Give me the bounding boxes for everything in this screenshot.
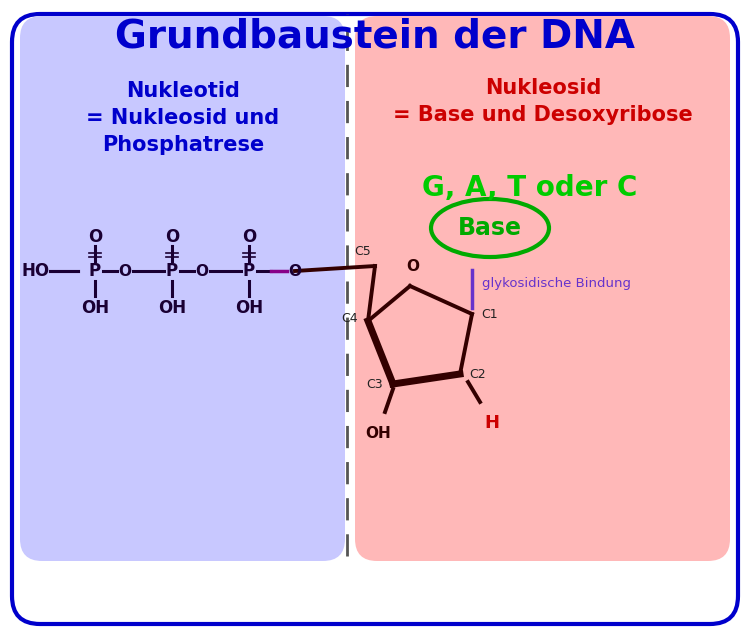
Text: P: P: [89, 262, 101, 280]
Text: OH: OH: [81, 299, 109, 317]
Ellipse shape: [431, 199, 549, 257]
Text: H: H: [484, 414, 500, 432]
Text: Base: Base: [458, 216, 522, 240]
Text: glykosidische Bindung: glykosidische Bindung: [482, 277, 631, 291]
Text: O: O: [165, 228, 179, 246]
Text: C2: C2: [470, 368, 486, 380]
Text: O: O: [196, 263, 208, 279]
Text: HO: HO: [22, 262, 50, 280]
Text: OH: OH: [235, 299, 263, 317]
FancyBboxPatch shape: [20, 16, 345, 561]
Text: O: O: [406, 259, 419, 274]
FancyBboxPatch shape: [12, 14, 738, 624]
Text: C5: C5: [355, 245, 371, 258]
Text: Grundbaustein der DNA: Grundbaustein der DNA: [115, 17, 635, 55]
Text: Nukleosid: Nukleosid: [484, 78, 602, 98]
Text: Phosphatrese: Phosphatrese: [102, 135, 264, 155]
Text: O: O: [242, 228, 256, 246]
Text: Nukleotid: Nukleotid: [126, 81, 240, 101]
Text: OH: OH: [365, 426, 391, 441]
Text: = Nukleosid und: = Nukleosid und: [86, 108, 280, 128]
Text: G, A, T oder C: G, A, T oder C: [422, 174, 638, 202]
Text: C1: C1: [482, 307, 498, 321]
Text: C4: C4: [342, 312, 358, 326]
Text: OH: OH: [158, 299, 186, 317]
FancyBboxPatch shape: [355, 16, 730, 561]
Text: P: P: [243, 262, 255, 280]
Text: P: P: [166, 262, 178, 280]
Text: O: O: [289, 263, 302, 279]
Text: = Base und Desoxyribose: = Base und Desoxyribose: [393, 105, 693, 125]
Text: O: O: [88, 228, 102, 246]
Text: C3: C3: [367, 378, 383, 391]
Text: O: O: [118, 263, 131, 279]
